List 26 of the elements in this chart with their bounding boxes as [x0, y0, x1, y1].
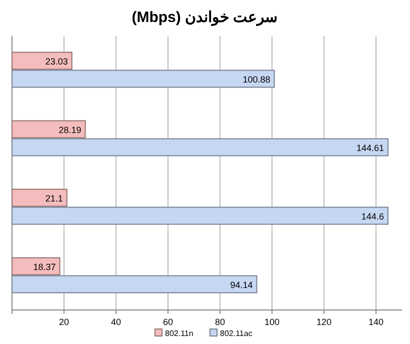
- data-label: 18.37: [33, 262, 56, 272]
- x-tick-label: 100: [264, 317, 280, 327]
- data-label: 144.6: [361, 211, 384, 222]
- bar: [12, 120, 86, 138]
- bar: [12, 52, 72, 70]
- bar: [12, 70, 275, 88]
- x-tick-label: 120: [316, 317, 332, 327]
- x-tick-label: 60: [162, 317, 174, 327]
- legend-label: 802.11n: [165, 329, 194, 338]
- bar: [12, 138, 388, 156]
- x-tick-label: 40: [110, 317, 122, 327]
- legend-label: 802.11ac: [220, 329, 252, 338]
- x-tick-label: 140: [368, 317, 384, 327]
- bar: [12, 257, 60, 276]
- bar: [12, 206, 388, 225]
- data-label: 144.61: [356, 142, 384, 153]
- data-label: 28.19: [58, 124, 82, 135]
- x-tick-label: 20: [58, 317, 70, 327]
- bar: [12, 188, 68, 207]
- data-label: 100.88: [242, 74, 270, 84]
- x-tick-label: 80: [214, 317, 226, 327]
- data-label: 21.1: [45, 193, 63, 204]
- data-label: 23.03: [45, 56, 68, 66]
- bar: [12, 275, 258, 294]
- chart-title: سرعت خواندن (Mbps): [132, 9, 278, 26]
- data-label: 94.14: [230, 280, 253, 290]
